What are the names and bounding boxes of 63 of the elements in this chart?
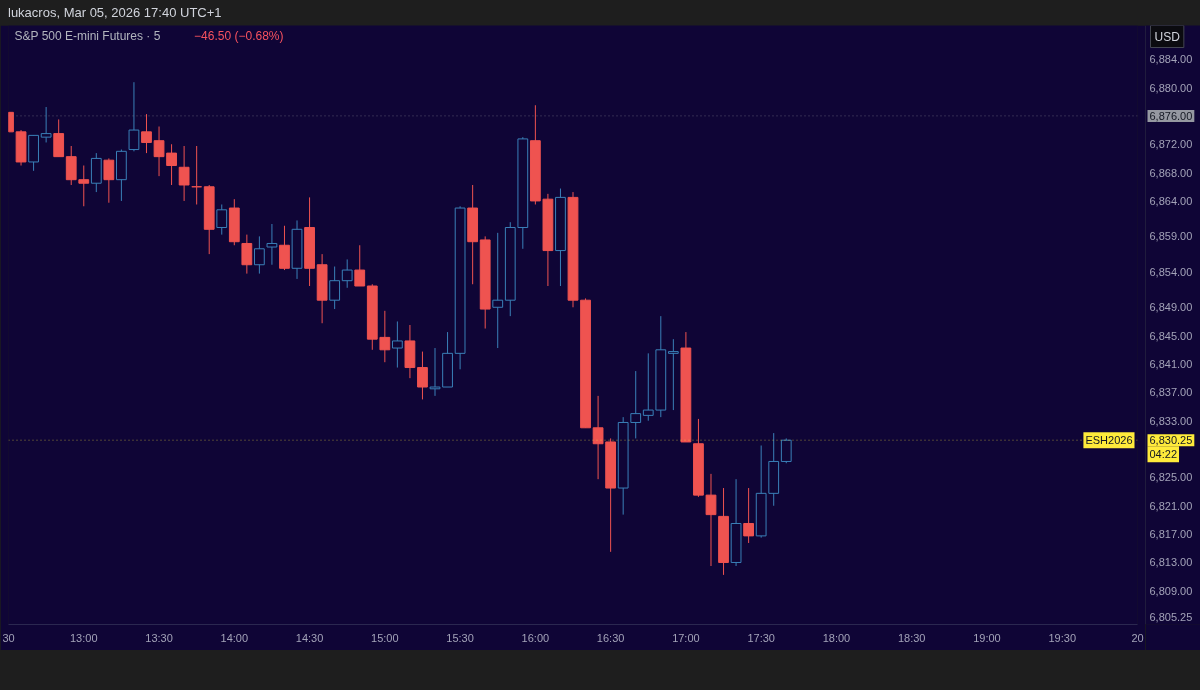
- y-tick-label: 6,845.00: [1149, 329, 1193, 342]
- candlestick: [40, 106, 52, 143]
- x-tick-label: 17:00: [672, 631, 700, 644]
- candlestick: [329, 266, 341, 310]
- candlestick: [667, 338, 679, 411]
- y-tick-label: 6,841.00: [1149, 357, 1193, 370]
- x-tick-label: 15:00: [371, 631, 399, 644]
- x-tick-label: 14:30: [295, 631, 324, 644]
- y-tick-label: 6,859.00: [1149, 230, 1193, 243]
- candlestick: [216, 203, 228, 236]
- candlestick: [354, 244, 366, 287]
- candlestick: [254, 235, 265, 275]
- y-tick-label: 6,837.00: [1149, 386, 1193, 399]
- y-tick-label: 6,884.00: [1149, 53, 1193, 66]
- y-tick-label: 6,849.00: [1149, 301, 1193, 314]
- candlestick: [391, 320, 403, 369]
- candlestick: [266, 223, 278, 266]
- candlestick: [279, 225, 290, 271]
- y-tick-label: 6,825.00: [1149, 471, 1193, 484]
- y-tick-label: 6,872.00: [1149, 138, 1193, 151]
- annotation: ESH2026: [1085, 434, 1133, 447]
- ref-line-label: 6,876.00: [1149, 109, 1193, 122]
- y-tick-label: 6,809.00: [1149, 584, 1193, 597]
- candlestick: [53, 118, 65, 158]
- candlestick: [103, 157, 115, 204]
- x-tick-label: 13:30: [145, 631, 173, 644]
- x-tick-label: 14:00: [220, 631, 249, 644]
- ref-line-label: 6,830.25: [1149, 434, 1193, 447]
- y-tick-label: 6,813.00: [1149, 556, 1193, 569]
- candlestick: [780, 437, 792, 464]
- candlestick: [341, 258, 353, 289]
- y-tick-label: 6,821.00: [1149, 499, 1193, 512]
- candlestick: [492, 232, 504, 349]
- y-tick-label: 6,817.00: [1149, 528, 1193, 541]
- x-tick-label: 19:30: [1048, 631, 1076, 644]
- y-tick-label: 6,880.00: [1149, 81, 1193, 94]
- text: lukacros, Mar 05, 2026 17:40 UTC+1: [8, 4, 222, 22]
- y-tick-label: 6,833.00: [1149, 414, 1193, 427]
- x-tick-label: 18:00: [822, 631, 851, 644]
- candlestick: [191, 145, 203, 205]
- x-tick-label: 17:30: [747, 631, 775, 644]
- x-tick-label: 15:30: [446, 631, 474, 644]
- x-tick-label: 16:30: [596, 631, 625, 644]
- candlestick: [743, 487, 755, 544]
- x-tick-label: 18:30: [897, 631, 926, 644]
- candlestick: [128, 81, 140, 152]
- annotation: −46.50 (−0.68%): [194, 28, 284, 43]
- candlestick: [642, 352, 654, 422]
- text: USD: [1154, 29, 1181, 44]
- x-tick-label: 20: [1131, 631, 1144, 644]
- x-tick-label: 16:00: [521, 631, 550, 644]
- x-tick-label: 13:00: [70, 631, 98, 644]
- y-tick-label: 6,805.25: [1149, 611, 1193, 624]
- y-tick-label: 6,854.00: [1149, 265, 1193, 278]
- chart-title: S&P 500 E-mini Futures · 5: [14, 28, 161, 43]
- y-tick-label: 6,864.00: [1149, 194, 1193, 207]
- text: 04:22: [1149, 448, 1178, 461]
- candlestick: [417, 351, 428, 400]
- x-tick-label: 30: [2, 631, 15, 644]
- candlestick: [178, 145, 190, 202]
- y-tick-label: 6,868.00: [1149, 166, 1193, 179]
- x-tick-label: 19:00: [973, 631, 1001, 644]
- candlestick: [241, 234, 253, 275]
